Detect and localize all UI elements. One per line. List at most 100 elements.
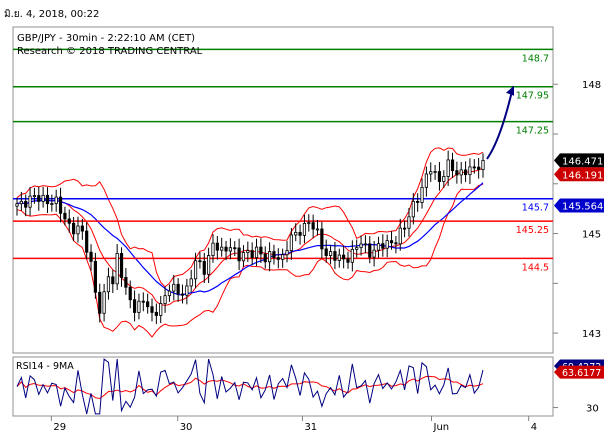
level-label: 145.25 (516, 225, 549, 236)
candle-body (37, 195, 41, 202)
candle-body (337, 254, 341, 261)
candle-body (224, 246, 228, 252)
candle-body (119, 253, 124, 278)
time-tick-label: 31 (304, 422, 317, 433)
candle-body (333, 251, 337, 261)
candle-body (180, 293, 185, 296)
candle-body (437, 171, 442, 182)
candle-body (285, 250, 289, 256)
candle-body (28, 195, 32, 208)
candle-body (411, 201, 415, 218)
candle-body (385, 240, 389, 249)
candle-body (15, 203, 19, 207)
candle-body (63, 212, 67, 220)
candle-body (154, 311, 158, 316)
indicator-name: RSI14 - 9MA (16, 361, 74, 372)
candle-body (185, 285, 189, 296)
bollinger-upper (16, 147, 484, 288)
candle-body (115, 253, 119, 285)
candle-body (372, 249, 376, 258)
price-tags: 146.471 146.191 145.564 (554, 153, 604, 213)
candle-body (389, 240, 394, 244)
candle-body (111, 276, 115, 285)
level-label: 145.7 (522, 203, 549, 214)
candle-body (407, 216, 411, 229)
rsi-line (16, 358, 484, 415)
candle-body (172, 283, 176, 292)
date-label: มิ.ย. 4, 2018, 00:22 (4, 9, 99, 20)
moving-average-line (16, 182, 484, 296)
time-tick-label: 30 (180, 422, 193, 433)
forecast-arrow-head (506, 85, 514, 96)
candle-body (128, 286, 132, 301)
candle-body (477, 166, 481, 170)
forecast-arrow (486, 85, 514, 160)
candle-body (167, 290, 172, 297)
candle-body (32, 195, 37, 197)
candle-body (459, 169, 463, 176)
candle-body (311, 222, 315, 230)
candle-body (481, 159, 485, 170)
candle-body (324, 248, 328, 256)
candle-body (58, 196, 63, 214)
candle-body (202, 260, 206, 275)
candle-body (98, 291, 102, 314)
moving-average (16, 182, 484, 296)
price-tag-bg (554, 153, 604, 168)
candle-body (429, 171, 433, 175)
time-tick-label: 4 (531, 422, 537, 433)
candle-body (455, 170, 459, 176)
price-tag-bg (554, 198, 604, 213)
candle-body (472, 166, 476, 169)
candle-body (189, 278, 193, 287)
candle-body (89, 251, 93, 262)
candle-body (368, 243, 372, 258)
candle-body (41, 194, 45, 202)
candle-body (163, 295, 167, 304)
candle-body (146, 301, 150, 308)
price-axis: 143 145 148 (553, 80, 601, 340)
candle-body (132, 299, 137, 313)
candle-body (159, 303, 163, 316)
candle-body (355, 247, 359, 250)
candle-body (237, 247, 241, 262)
candle-body (176, 283, 180, 295)
price-panel-frame (12, 26, 554, 354)
candle-body (376, 243, 381, 251)
candle-body (45, 194, 50, 205)
candle-body (403, 227, 407, 230)
bollinger-middle (16, 167, 484, 306)
candle-body (342, 254, 346, 260)
forecast-arrow-line (486, 86, 514, 160)
candle-body (85, 230, 89, 253)
candle-body (294, 231, 298, 236)
candle-body (450, 159, 455, 172)
candle-body (80, 225, 84, 232)
candle-body (150, 306, 154, 313)
candle-body (254, 246, 259, 258)
candle-body (246, 250, 250, 253)
candle-body (320, 228, 324, 250)
candle-body (141, 300, 145, 303)
level-label: 147.95 (516, 91, 549, 102)
candle-body (198, 260, 202, 263)
level-label: 148.7 (522, 53, 549, 64)
candle-body (67, 218, 71, 224)
price-tick-label: 143 (582, 329, 601, 340)
candle-body (102, 291, 106, 314)
candlesticks (15, 150, 485, 324)
price-tag-label: 145.564 (562, 201, 603, 212)
candle-body (346, 258, 350, 263)
price-tag-bg (554, 167, 604, 182)
price-tag-label: 146.191 (562, 170, 603, 181)
candle-body (272, 251, 276, 259)
candle-body (259, 246, 263, 255)
candle-body (106, 276, 111, 293)
candle-body (228, 247, 232, 252)
rsi-tick-label: 30 (586, 404, 599, 415)
candle-body (468, 166, 472, 176)
chart-title: GBP/JPY - 30min - 2:22:10 AM (CET) (17, 33, 195, 44)
candle-body (359, 243, 363, 249)
candle-body (350, 248, 354, 263)
rsi-tag-label: 63.6177 (562, 368, 601, 379)
